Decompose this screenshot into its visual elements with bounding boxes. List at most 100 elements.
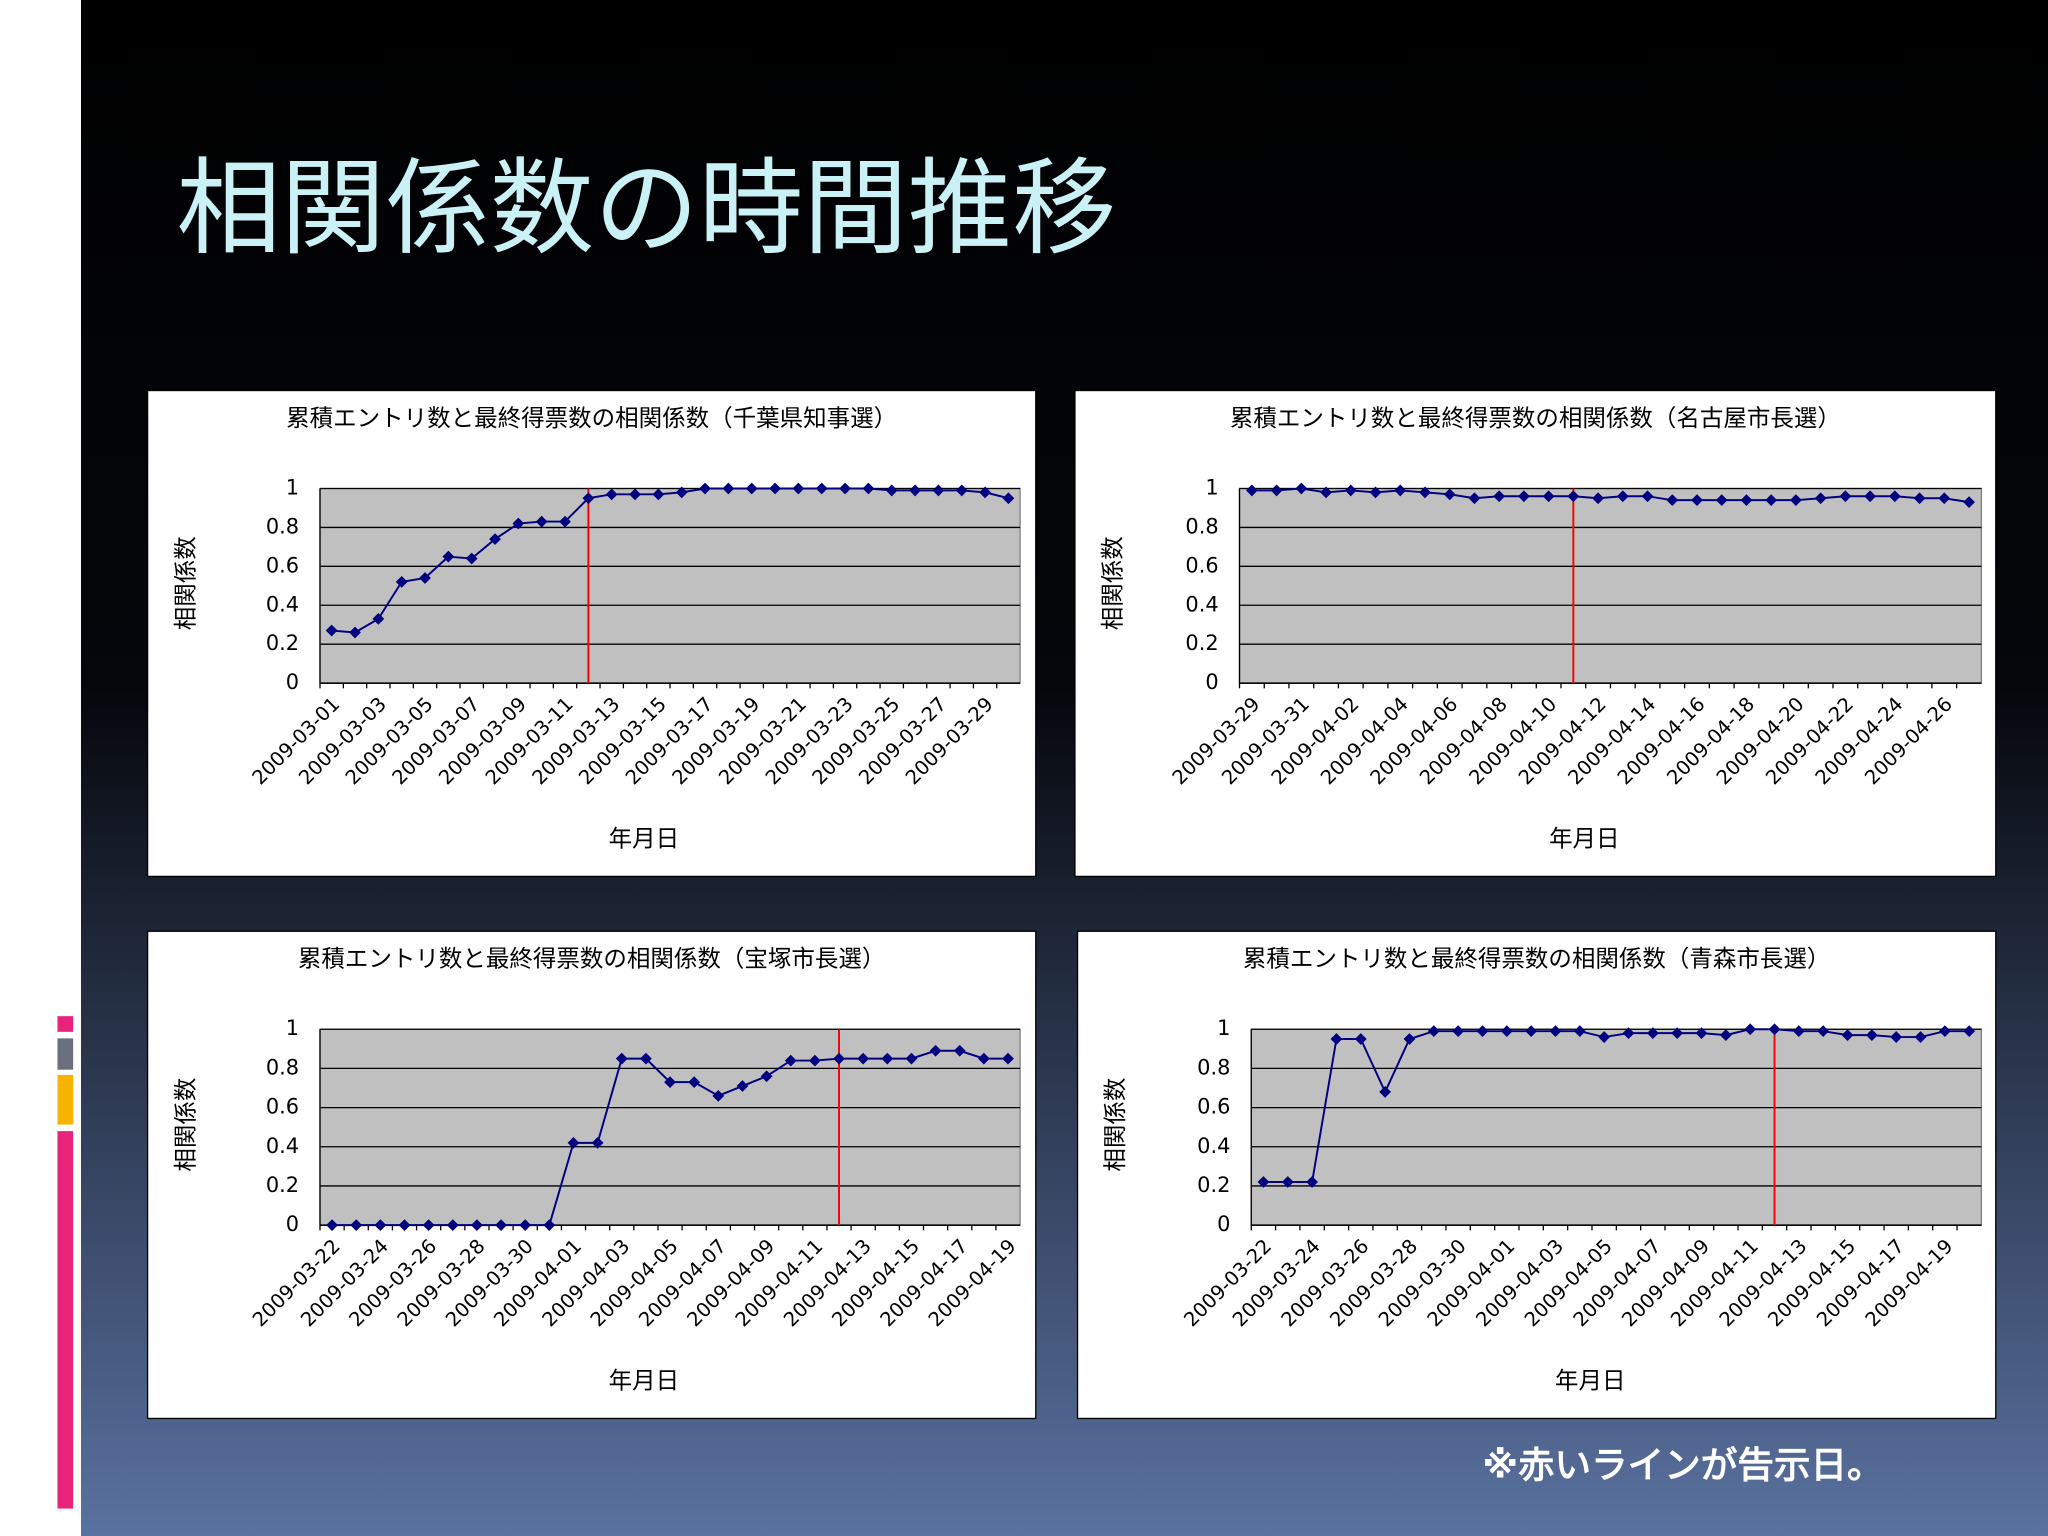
slide-title: 相関係数の時間推移 (176, 147, 1116, 269)
x-axis-label: 年月日 (609, 824, 680, 852)
chart-title: 累積エントリ数と最終得票数の相関係数（千葉県知事選） (286, 404, 897, 432)
y-tick-label: 0 (286, 1212, 299, 1236)
data-point (1592, 492, 1604, 505)
y-tick-label: 0 (1217, 1212, 1230, 1236)
data-point (615, 1052, 628, 1065)
data-point (977, 1052, 990, 1065)
data-point (398, 1219, 411, 1232)
data-point (1344, 484, 1357, 497)
data-point (699, 482, 711, 495)
data-point (512, 517, 525, 530)
data-point (1841, 1029, 1854, 1041)
data-point (372, 613, 385, 625)
y-tick-label: 0 (1205, 670, 1218, 694)
data-point (1864, 490, 1876, 503)
data-point (862, 482, 875, 495)
data-point (1476, 1025, 1489, 1038)
data-point (325, 624, 338, 637)
data-point (760, 1070, 773, 1083)
y-tick-label: 0.8 (1197, 1055, 1230, 1079)
y-tick-label: 0.2 (266, 1173, 299, 1197)
data-point (955, 484, 968, 497)
data-point (1839, 490, 1852, 503)
data-point (350, 1219, 363, 1232)
data-point (419, 572, 431, 584)
title-decoration (49, 152, 79, 237)
chart-title: 累積エントリ数と最終得票数の相関係数（名古屋市長選） (1230, 404, 1841, 432)
y-tick-label: 0.4 (266, 592, 299, 616)
plot-area (319, 1028, 1021, 1226)
data-point (1914, 1031, 1927, 1043)
data-point (465, 552, 478, 565)
y-axis-label: 相関係数 (1101, 1078, 1129, 1172)
data-point (745, 482, 758, 495)
data-point (1671, 1027, 1684, 1040)
side-decoration (57, 1016, 74, 1509)
data-point (1525, 1025, 1538, 1038)
data-point (885, 484, 898, 497)
data-point (1814, 492, 1827, 505)
y-tick-label: 0.2 (1197, 1173, 1230, 1197)
data-point (1890, 1031, 1903, 1043)
data-point (519, 1219, 532, 1232)
data-point (712, 1089, 725, 1102)
data-point (489, 533, 501, 545)
data-point (1257, 1176, 1270, 1188)
data-point (839, 482, 851, 495)
y-tick-label: 1 (1217, 1016, 1230, 1040)
data-point (722, 482, 735, 495)
data-point (1765, 494, 1778, 507)
y-tick-label: 0.6 (1197, 1095, 1230, 1119)
data-point (1245, 484, 1258, 497)
x-axis-label: 年月日 (1549, 824, 1620, 852)
y-tick-label: 0.8 (266, 1055, 299, 1079)
y-tick-label: 0.4 (266, 1134, 299, 1158)
y-axis-label: 相関係数 (1099, 536, 1127, 630)
data-point (1691, 494, 1703, 507)
data-point (395, 576, 408, 588)
data-point (1002, 492, 1015, 505)
y-axis-label: 相関係数 (171, 1078, 199, 1172)
data-point (857, 1052, 870, 1065)
data-point (582, 492, 595, 505)
data-point (1320, 486, 1332, 499)
data-point (349, 626, 361, 639)
data-point (559, 515, 571, 528)
data-point (1792, 1025, 1805, 1038)
data-point (446, 1219, 459, 1232)
footnote: ※赤いラインが告示日。 (1482, 1443, 1883, 1486)
data-point (1427, 1025, 1440, 1038)
data-point (979, 486, 991, 499)
y-tick-label: 1 (1205, 475, 1218, 499)
data-point (1369, 486, 1382, 499)
data-point (1306, 1176, 1318, 1188)
data-point (1646, 1027, 1659, 1040)
y-tick-label: 1 (286, 475, 299, 499)
data-point (567, 1136, 580, 1149)
data-point (1452, 1025, 1465, 1038)
data-point (652, 488, 665, 501)
data-point (1443, 488, 1456, 501)
data-point (326, 1219, 338, 1232)
data-point (736, 1080, 749, 1092)
y-tick-label: 0 (286, 670, 299, 694)
y-tick-label: 0.6 (266, 553, 299, 577)
chart-title: 累積エントリ数と最終得票数の相関係数（宝塚市長選） (298, 945, 886, 973)
data-point (629, 488, 641, 501)
data-point (591, 1136, 604, 1149)
y-tick-label: 0.2 (1185, 631, 1218, 655)
data-point (1865, 1029, 1878, 1041)
y-axis-label: 相関係数 (171, 536, 199, 630)
plot-area (1238, 487, 1983, 684)
data-point (932, 484, 945, 497)
data-point (881, 1052, 894, 1065)
data-point (640, 1052, 652, 1065)
data-point (909, 484, 921, 497)
data-point (543, 1219, 556, 1232)
plot-area (319, 487, 1021, 684)
data-point (1913, 492, 1926, 505)
plot-area (1250, 1028, 1983, 1226)
data-point (535, 515, 548, 528)
data-point (605, 488, 618, 501)
